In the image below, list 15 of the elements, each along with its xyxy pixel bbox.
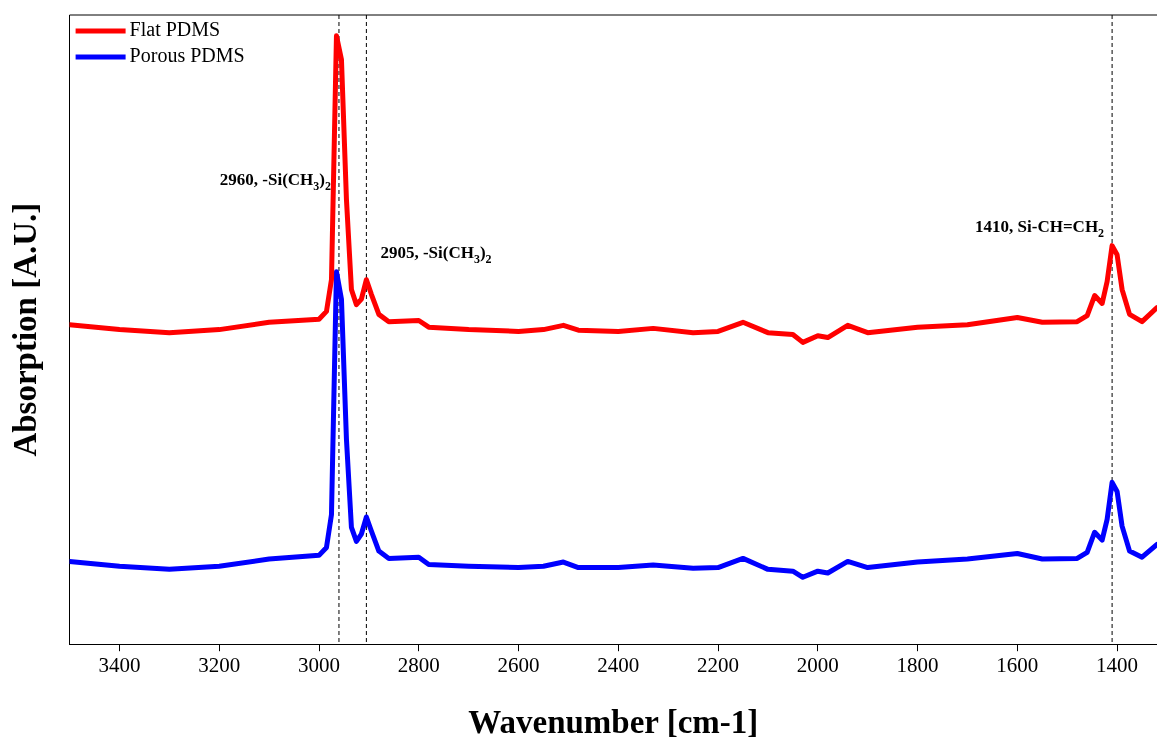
x-tick-label: 3400 [98,653,141,678]
x-tick-label: 2000 [796,653,839,678]
x-tick-label: 2800 [397,653,440,678]
x-tick-label: 2200 [697,653,740,678]
legend-label: Porous PDMS [129,44,245,67]
x-tick-label: 3000 [298,653,340,678]
x-tick-label: 2600 [497,653,540,678]
x-axis-title: Wavenumber [cm-1] [468,703,759,740]
legend-label: Flat PDMS [129,18,221,41]
x-tick-label: 2400 [597,653,640,678]
x-tick-label: 1400 [1096,653,1139,678]
y-axis-title: Absorption [A.U.] [7,202,44,457]
x-tick-label: 1800 [896,653,939,678]
x-tick-label: 3200 [198,653,241,678]
x-tick-label: 1600 [996,653,1039,678]
